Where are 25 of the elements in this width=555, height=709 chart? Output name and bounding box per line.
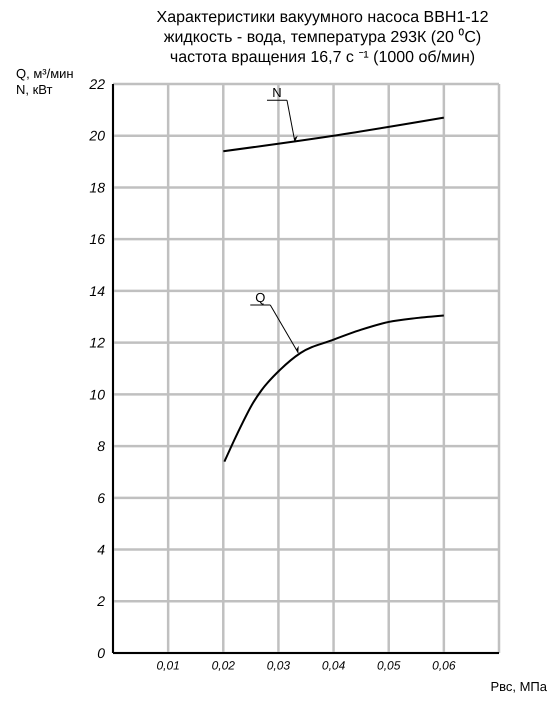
y-tick-label: 6	[97, 490, 106, 506]
y-tick-label: 22	[88, 76, 106, 92]
x-tick-label: 0,02	[212, 658, 236, 673]
x-tick-label: 0,06	[432, 658, 456, 673]
y-tick-label: 8	[97, 438, 106, 454]
y-tick-label: 18	[89, 179, 106, 196]
x-axis-title: Рвс, МПа	[490, 679, 548, 694]
x-tick-label: 0,03	[266, 658, 290, 673]
y-tick-label: 0	[97, 644, 106, 661]
y-tick-label: 20	[88, 128, 106, 144]
y-tick-label: 2	[96, 593, 106, 610]
chart-title: Характеристики вакуумного насоса ВВН1-12	[156, 8, 490, 28]
y-axis-title: Q, м³/мин N, кВт	[16, 66, 74, 98]
y-tick-label: 16	[89, 231, 106, 248]
x-tick-label: 0,04	[322, 658, 346, 673]
chart-subtitle: жидкость - вода, температура 293К (20 ⁰С) частота вращения 16,7 с ⁻¹ (1000 об/мин)	[162, 28, 482, 68]
y-tick-label: 14	[89, 282, 106, 299]
y-tick-label: 12	[89, 334, 106, 351]
annotation: Q	[255, 290, 266, 305]
y-tick-label: 4	[97, 542, 106, 558]
line-series	[223, 314, 445, 463]
annotation: N	[272, 85, 282, 100]
y-tick-label: 10	[89, 386, 106, 402]
x-tick-label: 0,05	[377, 658, 401, 673]
x-tick-label: 0,01	[156, 658, 180, 673]
